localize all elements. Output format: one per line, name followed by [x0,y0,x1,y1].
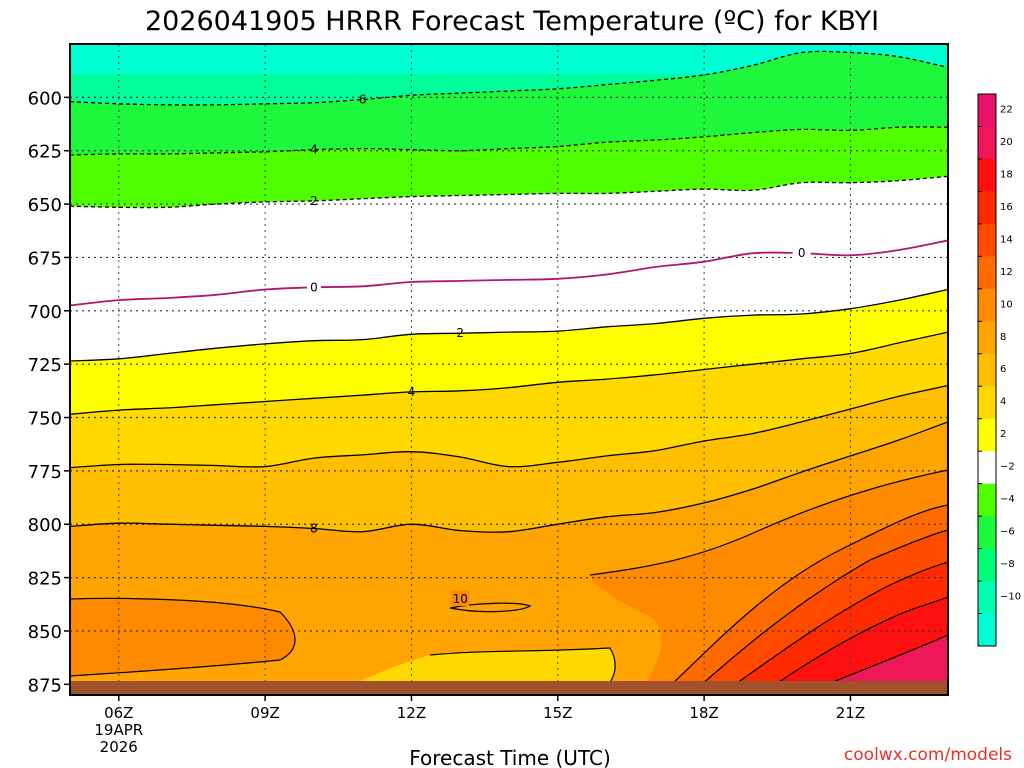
colorbar-swatch-16 [978,613,996,647]
colorbar-swatch-10 [978,418,996,452]
colorbar-label-6: 10 [1000,299,1013,310]
colorbar-label-5: 12 [1000,267,1013,278]
y-tick-label-800: 800 [28,515,62,536]
colorbar-swatch-15 [978,581,996,615]
contour-warm-8 [429,647,616,695]
colorbar-label-15: −10 [1000,592,1021,603]
colorbar-swatch-9 [978,386,996,420]
contour-label-extra-bg-1 [451,590,470,606]
colorbar-swatch-6 [978,288,996,322]
colorbar-swatch-12 [978,483,996,517]
contour-labels: 6 4 2 0 2 4 8 0 10 [306,92,811,606]
band-10-morning [70,599,295,676]
y-tick-label-825: 825 [28,569,62,590]
colorbar-label-12: −4 [1000,494,1015,505]
band-20 [800,635,948,695]
colorbar: 22 20 18 16 14 12 10 8 6 4 2 −2 −4 −6 −8 −10 [977,93,1021,647]
colorbar-swatch-5 [978,256,996,290]
colorbar-label-1: 20 [1000,137,1013,148]
x-tick-label-09Z: 09Z [250,704,279,722]
contour-warm-3 [689,529,948,695]
temperature-bands [70,44,948,695]
contour-4 [70,331,948,415]
y-tick-label-775: 775 [28,462,62,483]
credit-link[interactable]: coolwx.com/models [844,745,1012,765]
y-tick-label-600: 600 [28,88,62,109]
colorbar-frame [977,93,997,647]
y-tick-label-700: 700 [28,302,62,323]
contour-label-extra-bg-0 [792,245,811,261]
contour-label-extra-1: 10 [453,592,468,606]
x-axis-label: Forecast Time (UTC) [409,746,611,768]
colorbar-label-2: 18 [1000,169,1013,180]
x-tick-label-12Z: 12Z [397,704,426,722]
y-tick-label-625: 625 [28,142,62,163]
colorbar-label-7: 8 [1000,332,1006,343]
contour-warm-1 [589,469,948,576]
x-tick-year: 2026 [100,738,138,756]
colorbar-swatch-7 [978,321,996,355]
x-tick-label-21Z: 21Z [836,704,865,722]
y-tick-label-650: 650 [28,195,62,216]
colorbar-swatch-3 [978,191,996,225]
colorbar-label-4: 14 [1000,234,1013,245]
contour-8 [70,421,948,533]
contour-label-4: 4 [408,385,416,399]
contour-warm-5 [759,596,948,695]
colorbar-swatch-11 [978,451,996,485]
contour-6 [70,384,948,469]
contour-label--4: 4 [310,143,318,157]
x-tick-date: 19APR [94,721,143,739]
y-axis: 600 625 650 675 700 725 750 775 800 825 850 875 [28,88,70,696]
contour-label-2: 2 [456,326,464,340]
y-tick-label-750: 750 [28,409,62,430]
contour-label-extra-0: 0 [798,246,806,260]
colorbar-label-0: 22 [1000,104,1013,115]
ground-terrain [70,681,948,695]
contour-label-bg-0 [306,279,321,295]
colorbar-label-3: 16 [1000,202,1013,213]
colorbar-swatch-2 [978,158,996,192]
colorbar-swatch-13 [978,516,996,550]
contour-label--6: 6 [359,92,367,106]
contour-warm-4 [719,561,948,695]
y-tick-label-725: 725 [28,355,62,376]
colorbar-label-8: 6 [1000,364,1006,375]
plot-frame [69,43,949,696]
contour-label--2: 2 [310,194,318,208]
colorbar-label-10: 2 [1000,429,1006,440]
contour-2 [70,288,948,362]
contour-warm-0 [70,597,296,677]
colorbar-swatch-4 [978,223,996,257]
x-tick-label-15Z: 15Z [543,704,572,722]
plot-area [70,44,948,695]
colorbar-label-14: −8 [1000,559,1015,570]
contour-label-8: 8 [310,522,318,536]
y-tick-label-850: 850 [28,622,62,643]
contour-warm-2 [659,504,948,695]
colorbar-label-11: −2 [1000,462,1015,473]
contour-label-0: 0 [310,280,318,294]
colorbar-label-13: −6 [1000,527,1015,538]
y-tick-label-675: 675 [28,248,62,269]
colorbar-swatch-0 [978,94,996,127]
chart-title: 2026041905 HRRR Forecast Temperature (ºC… [145,6,879,37]
x-tick-label-06Z: 06Z [104,704,133,722]
y-tick-label-875: 875 [28,675,62,696]
colorbar-swatch-1 [978,126,996,160]
colorbar-label-9: 4 [1000,397,1006,408]
x-tick-label-18Z: 18Z [689,704,718,722]
colorbar-swatch-14 [978,548,996,582]
contour--6 [70,50,948,106]
contour-warm-7 [449,602,532,613]
colorbar-swatch-8 [978,353,996,387]
